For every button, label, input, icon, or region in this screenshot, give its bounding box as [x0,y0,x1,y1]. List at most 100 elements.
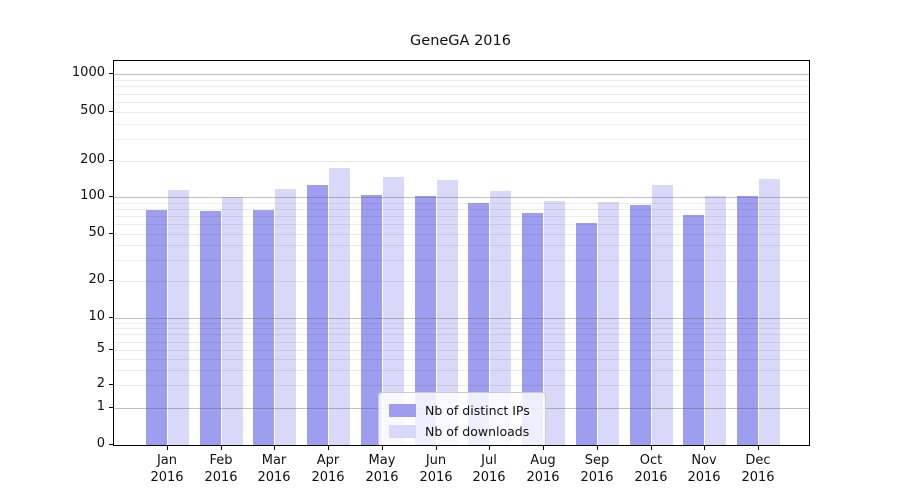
x-tick-year: 2016 [257,470,291,485]
y-tick-label-2: 2 [96,376,105,391]
bar-downloads-apr [329,168,350,445]
y-tick-label-100: 100 [80,188,105,203]
gridline-300 [114,139,809,140]
gridline-50 [114,234,809,235]
y-tick-2 [109,384,113,385]
x-tick-month: Mar [261,453,287,468]
y-tick-1000 [109,73,113,74]
gridline-800 [114,86,809,87]
x-tick-jul [489,446,490,450]
y-tick-500 [109,111,113,112]
x-tick-year: 2016 [419,470,453,485]
x-tick-may [382,446,383,450]
bar-downloads-jul [490,190,511,445]
x-tick-label-aug: Aug 2016 [511,452,575,486]
gridline-70 [114,216,809,217]
y-tick-label-500: 500 [80,103,105,118]
gridline-4 [114,359,809,360]
x-tick-jun [436,446,437,450]
bar-downloads-mar [275,188,296,445]
y-tick-50 [109,233,113,234]
legend-label-downloads: Nb of downloads [425,424,530,439]
x-tick-feb [221,446,222,450]
x-tick-year: 2016 [687,470,721,485]
legend-swatch-downloads [389,425,416,438]
x-tick-label-may: May 2016 [350,452,414,486]
x-tick-month: Feb [209,453,233,468]
x-tick-nov [704,446,705,450]
gridline-8 [114,328,809,329]
y-tick-label-20: 20 [88,272,105,287]
bar-distinct-ips-apr [307,184,328,445]
x-tick-month: Nov [691,453,717,468]
bar-downloads-may [383,177,404,445]
bar-downloads-jun [437,180,458,445]
x-tick-year: 2016 [204,470,238,485]
x-tick-oct [651,446,652,450]
gridline-700 [114,94,809,95]
y-tick-100 [109,196,113,197]
x-tick-dec [758,446,759,450]
gridline-6 [114,342,809,343]
y-tick-label-10: 10 [88,309,105,324]
bar-distinct-ips-mar [253,210,274,445]
x-tick-month: Apr [316,453,340,468]
bar-downloads-oct [652,184,673,445]
x-tick-label-apr: Apr 2016 [296,452,360,486]
gridline-90 [114,203,809,204]
y-tick-200 [109,160,113,161]
x-tick-label-jan: Jan 2016 [135,452,199,486]
y-tick-label-1: 1 [96,399,105,414]
gridline-200 [114,161,809,162]
x-tick-label-sep: Sep 2016 [565,452,629,486]
bar-distinct-ips-oct [630,205,651,445]
gridline-2 [114,385,809,386]
y-tick-label-1000: 1000 [71,65,105,80]
gridline-10 [114,318,809,319]
bar-distinct-ips-jul [468,203,489,445]
legend-label-distinct-ips: Nb of distinct IPs [425,403,530,418]
x-tick-month: Jul [481,453,497,468]
bar-distinct-ips-nov [683,214,704,445]
gridline-400 [114,124,809,125]
gridline-30 [114,260,809,261]
x-tick-month: Oct [639,453,663,468]
y-tick-5 [109,349,113,350]
bar-downloads-jan [168,190,189,445]
bar-downloads-aug [544,200,565,445]
x-tick-year: 2016 [472,470,506,485]
x-tick-month: Jan [156,453,178,468]
gridline-9 [114,323,809,324]
x-tick-label-jun: Jun 2016 [404,452,468,486]
gridline-80 [114,209,809,210]
x-tick-year: 2016 [150,470,184,485]
x-tick-year: 2016 [311,470,345,485]
gridline-600 [114,102,809,103]
gridline-900 [114,80,809,81]
x-tick-label-mar: Mar 2016 [242,452,306,486]
y-tick-10 [109,317,113,318]
bar-distinct-ips-may [361,194,382,445]
chart-title: GeneGA 2016 [410,33,511,49]
y-tick-label-0: 0 [96,436,105,451]
legend-item-downloads: Nb of downloads [389,421,535,442]
legend-item-distinct-ips: Nb of distinct IPs [389,400,535,421]
x-tick-month: Aug [530,453,556,468]
gridline-500 [114,112,809,113]
bar-distinct-ips-jun [415,195,436,445]
x-tick-year: 2016 [634,470,668,485]
gridline-20 [114,281,809,282]
x-tick-jan [167,446,168,450]
x-tick-month: May [368,453,396,468]
x-tick-sep [597,446,598,450]
x-tick-mar [274,446,275,450]
x-tick-label-feb: Feb 2016 [189,452,253,486]
y-tick-label-50: 50 [88,225,105,240]
x-tick-year: 2016 [580,470,614,485]
x-tick-year: 2016 [365,470,399,485]
plot-area: Nb of distinct IPs Nb of downloads [113,60,810,446]
gridline-7 [114,334,809,335]
bar-distinct-ips-jan [146,210,167,445]
gridline-5 [114,350,809,351]
